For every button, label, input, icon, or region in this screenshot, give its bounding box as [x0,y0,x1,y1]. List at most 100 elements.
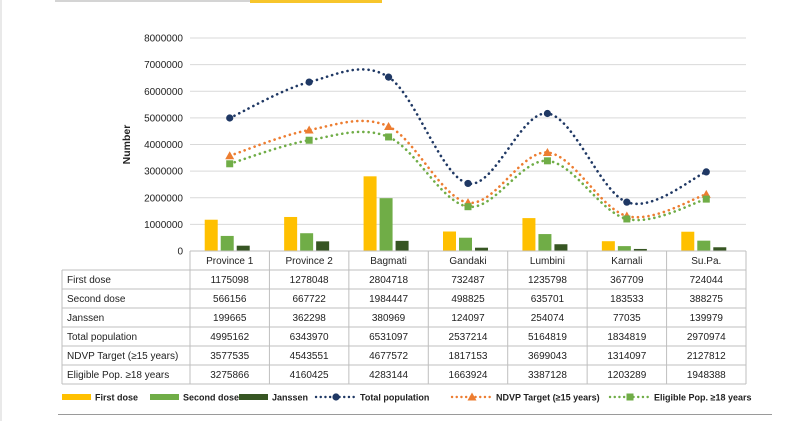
table-cell: 732487 [451,275,485,286]
table-cell: 6343970 [290,332,329,343]
bar-second-dose [538,234,552,251]
table-cell: 1663924 [449,370,488,381]
bar-first-dose [681,231,695,251]
table-cell: 3275866 [210,370,249,381]
bar-first-dose [363,176,377,251]
legend-item-ndvp-target-15-years: NDVP Target (≥15 years) [450,392,600,403]
legend-item-janssen: Janssen [239,393,308,403]
point-eligible-pop-18-years [543,157,551,165]
point-total-population [384,73,393,81]
table-cell: 498825 [451,294,485,305]
bar-first-dose [284,216,298,251]
point-total-population [702,168,710,176]
table-cell: 1235798 [528,275,567,286]
bar-janssen [395,240,409,251]
table-cell: 1175098 [211,275,250,286]
point-eligible-pop-18-years [464,203,472,211]
y-tick-label: 4000000 [144,140,183,151]
legend-label-total-population: Total population [360,393,429,403]
table-row-label: Eligible Pop. ≥18 years [67,370,169,381]
table-cell: 1314097 [607,351,646,362]
point-eligible-pop-18-years [226,160,234,168]
y-tick-label: 3000000 [144,167,183,178]
line-series-eligible-pop-18-years [226,130,710,223]
bar-first-dose [601,241,615,251]
point-ndvp-target-15-years [542,148,552,157]
bar-first-dose [204,219,218,251]
bar-second-dose [697,240,711,251]
table-cell: 77035 [613,313,641,324]
table-cell: 380969 [372,313,406,324]
y-tick-label: 6000000 [144,87,183,98]
table-cell: 4283144 [369,370,408,381]
bar-second-dose [379,198,393,251]
legend-swatch-janssen [239,394,268,400]
point-total-population [464,179,472,188]
legend-swatch-second-dose [150,394,179,400]
legend-label-first-dose: First dose [95,393,138,403]
y-tick-label: 2000000 [144,193,183,204]
table-cell: 388275 [690,294,724,305]
point-eligible-pop-18-years [385,133,393,141]
line-series-total-population [226,68,710,206]
point-eligible-pop-18-years [623,215,631,223]
point-total-population [623,198,631,206]
table-cell: 254074 [531,313,565,324]
bottom-rule [58,414,772,415]
table-row-label: Janssen [67,313,104,324]
table-cell: 1817153 [449,351,488,362]
table-cell: 1203289 [607,370,646,381]
bar-first-dose [443,231,456,251]
table-cell: 566156 [213,294,247,305]
legend-label-second-dose: Second dose [183,393,239,403]
legend: First dose Second dose Janssen Total popula… [62,392,751,403]
left-edge-rule [0,0,2,421]
table-cell: 139979 [690,313,724,324]
point-total-population [543,109,552,118]
category-label: Gandaki [449,256,486,267]
category-label: Bagmati [370,256,407,267]
point-eligible-pop-18-years [702,195,710,203]
bar-janssen [554,244,568,251]
table-cell: 367709 [610,275,644,286]
table-cell: 1948388 [687,370,726,381]
y-tick-label: 0 [177,247,183,258]
legend-marker-ndvp-target-15-years [467,392,477,401]
table-cell: 3387128 [528,370,567,381]
table-cell: 199665 [213,313,247,324]
legend-item-total-population: Total population [314,393,429,403]
table-cell: 635701 [531,294,565,305]
table-cell: 362298 [292,313,326,324]
category-label: Su.Pa. [691,256,721,267]
table-cell: 3577535 [210,351,249,362]
table-row-label: Total population [67,332,137,343]
legend-label-eligible-pop-18-years: Eligible Pop. ≥18 years [654,393,751,403]
table-cell: 667722 [292,294,326,305]
table-cell: 5164819 [528,332,567,343]
table-cell: 6531097 [369,332,408,343]
category-label: Province 2 [286,256,334,267]
legend-marker-eligible-pop-18-years [626,393,634,401]
point-ndvp-target-15-years [384,121,394,130]
table-cell: 724044 [690,275,724,286]
table-cell: 2804718 [369,275,408,286]
bar-second-dose [220,235,234,251]
bar-second-dose [300,233,314,251]
category-label: Province 1 [206,256,254,267]
legend-label-janssen: Janssen [272,393,308,403]
table-cell: 183533 [610,294,644,305]
legend-item-eligible-pop-18-years: Eligible Pop. ≥18 years [608,393,751,403]
bar-janssen [633,248,647,251]
table-row-label: NDVP Target (≥15 years) [67,351,178,362]
legend-item-first-dose: First dose [62,393,138,403]
top-gold-strip [250,0,382,3]
bar-group [204,176,727,251]
bar-second-dose [617,246,631,251]
bar-janssen [236,245,250,251]
legend-marker-total-population [332,393,340,401]
point-total-population [305,78,313,86]
bar-janssen [475,247,488,251]
bar-second-dose [459,237,472,251]
